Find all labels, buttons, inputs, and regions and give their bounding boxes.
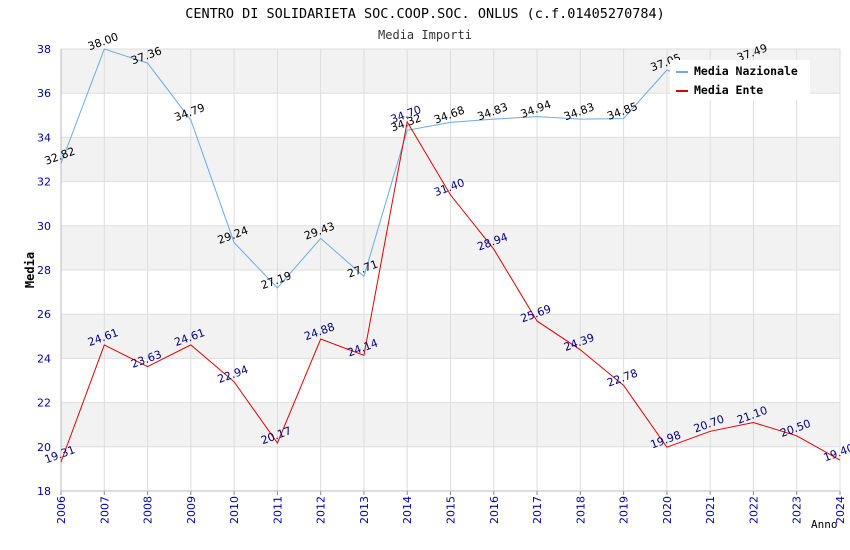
x-tick-label: 2013 [358,496,371,524]
legend-box [670,60,810,100]
x-tick-label: 2024 [834,496,847,524]
legend: Media Nazionale Media Ente [670,60,810,100]
x-tick-label: 2017 [531,496,544,524]
x-tick-label: 2021 [704,496,717,524]
x-tick-label: 2008 [142,496,155,524]
y-tick-label: 20 [37,441,51,454]
series-lines [60,48,841,463]
x-axis-title: Anno [811,518,838,531]
series-line-nazionale [60,48,754,289]
x-tick-label: 2022 [747,496,760,524]
y-tick-labels: 18 20 22 24 26 28 30 32 34 36 38 [37,43,51,498]
y-tick-label: 24 [37,352,51,365]
y-tick-label: 30 [37,220,51,233]
y-axis-title: Media [23,252,37,288]
legend-label-ente: Media Ente [694,83,763,97]
x-tick-label: 2015 [445,496,458,524]
axes [60,49,841,495]
y-tick-label: 28 [37,264,51,277]
y-tick-label: 34 [37,131,51,144]
x-tick-labels: 2006 2007 2008 2009 2010 2011 2012 2013 2014 2015… [55,496,847,524]
x-tick-label: 2012 [315,496,328,524]
chart-title: CENTRO DI SOLIDARIETA SOC.COOP.SOC. ONLU… [185,6,665,22]
legend-label-nazionale: Media Nazionale [694,64,798,78]
y-tick-label: 32 [37,176,51,189]
x-tick-label: 2016 [488,496,501,524]
x-tick-label: 2014 [401,496,414,524]
y-tick-label: 26 [37,308,51,321]
y-tick-label: 18 [37,485,51,498]
chart-subtitle: Media Importi [378,28,472,42]
x-tick-label: 2011 [271,496,284,524]
x-tick-label: 2023 [791,496,804,524]
y-tick-label: 36 [37,87,51,100]
x-tick-label: 2019 [618,496,631,524]
x-tick-label: 2006 [55,496,68,524]
x-tick-label: 2018 [574,496,587,524]
y-tick-label: 22 [37,397,51,410]
x-tick-label: 2020 [661,496,674,524]
x-tick-label: 2010 [228,496,241,524]
y-tick-label: 38 [37,43,51,56]
x-tick-label: 2009 [185,496,198,524]
series-line-ente [60,120,841,463]
x-tick-label: 2007 [98,496,111,524]
